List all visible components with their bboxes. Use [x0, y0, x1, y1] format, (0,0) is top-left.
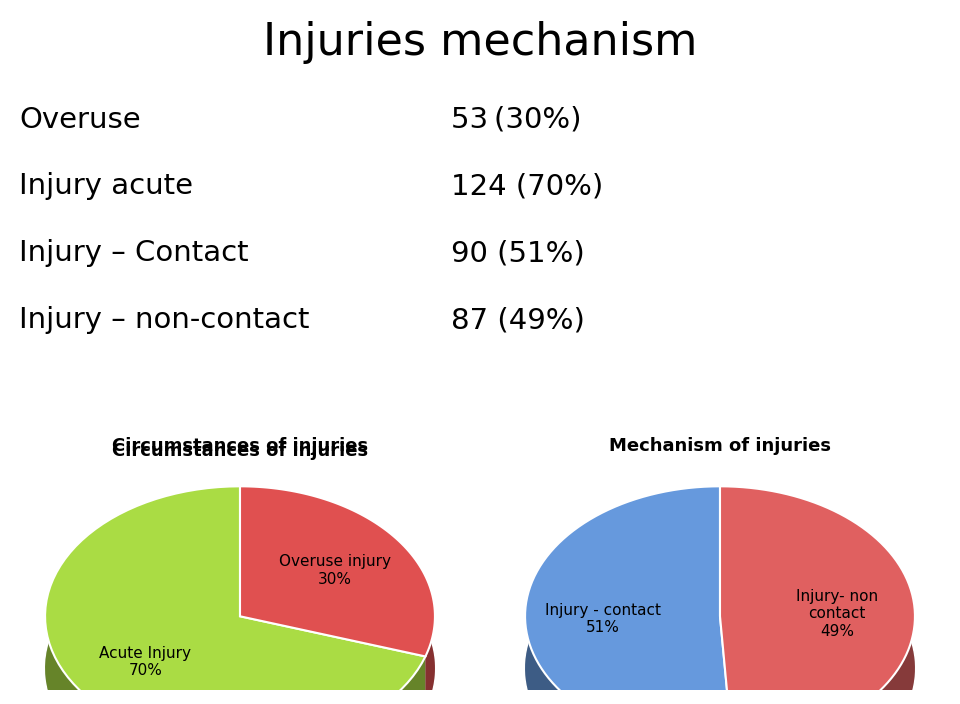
Polygon shape — [720, 486, 915, 704]
Text: Injury – non-contact: Injury – non-contact — [19, 306, 310, 334]
Text: Overuse injury
30%: Overuse injury 30% — [278, 554, 391, 586]
Text: Injury- non
contact
49%: Injury- non contact 49% — [796, 589, 878, 639]
Text: Overuse: Overuse — [19, 106, 141, 134]
Polygon shape — [525, 486, 732, 704]
Polygon shape — [525, 486, 732, 704]
Text: Acute Injury
70%: Acute Injury 70% — [100, 646, 191, 679]
Polygon shape — [525, 539, 915, 704]
Text: Injury - contact
51%: Injury - contact 51% — [545, 603, 661, 635]
Text: 90 (51%): 90 (51%) — [451, 239, 585, 268]
Polygon shape — [240, 486, 435, 704]
Text: 53 (30%): 53 (30%) — [451, 106, 582, 134]
Text: 87 (49%): 87 (49%) — [451, 306, 585, 334]
Text: Injuries mechanism: Injuries mechanism — [263, 21, 697, 64]
Title: Circumstances of injuries: Circumstances of injuries — [112, 436, 368, 455]
Polygon shape — [45, 486, 425, 704]
Polygon shape — [45, 486, 425, 704]
Text: 124 (70%): 124 (70%) — [451, 172, 604, 201]
Text: Injury acute: Injury acute — [19, 172, 193, 201]
Polygon shape — [240, 486, 435, 656]
Title: Mechanism of injuries: Mechanism of injuries — [609, 436, 831, 455]
Text: Circumstances of injuries: Circumstances of injuries — [112, 441, 368, 460]
Polygon shape — [720, 486, 915, 704]
Polygon shape — [45, 539, 435, 704]
Text: Injury – Contact: Injury – Contact — [19, 239, 249, 268]
